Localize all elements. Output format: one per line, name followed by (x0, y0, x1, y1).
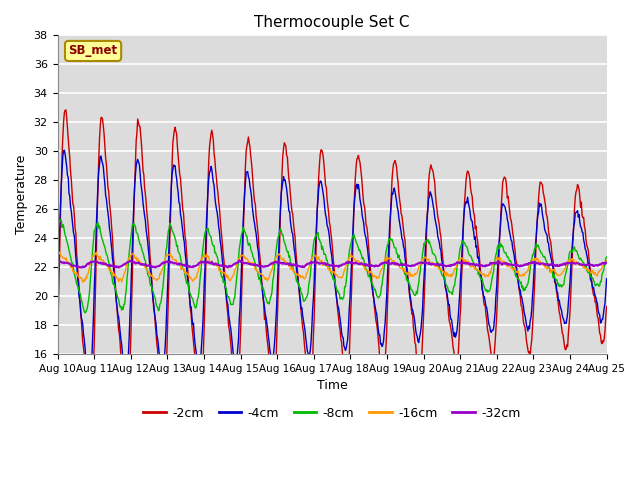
-16cm (401, 266, 408, 272)
-2cm (62, 107, 70, 113)
-4cm (207, 168, 214, 174)
-16cm (79, 279, 86, 285)
-2cm (54, 339, 61, 345)
-2cm (417, 364, 424, 370)
-32cm (177, 261, 184, 266)
-16cm (63, 260, 71, 266)
Line: -8cm: -8cm (58, 220, 607, 313)
-4cm (85, 376, 93, 382)
Title: Thermocouple Set C: Thermocouple Set C (254, 15, 410, 30)
-2cm (65, 135, 72, 141)
-2cm (207, 137, 214, 143)
Y-axis label: Temperature: Temperature (15, 155, 28, 234)
-32cm (401, 261, 408, 267)
-32cm (205, 261, 213, 266)
-32cm (417, 260, 424, 265)
-16cm (417, 262, 424, 267)
-32cm (63, 260, 71, 266)
-8cm (122, 292, 129, 298)
-4cm (61, 147, 68, 153)
-4cm (122, 373, 129, 379)
-8cm (207, 233, 214, 239)
Line: -32cm: -32cm (58, 260, 607, 267)
-16cm (93, 249, 100, 255)
-4cm (177, 215, 185, 221)
-2cm (401, 233, 408, 239)
Legend: -2cm, -4cm, -8cm, -16cm, -32cm: -2cm, -4cm, -8cm, -16cm, -32cm (138, 402, 525, 425)
-2cm (86, 420, 93, 425)
X-axis label: Time: Time (317, 379, 348, 392)
-2cm (177, 186, 185, 192)
-32cm (121, 262, 129, 267)
-8cm (177, 259, 185, 264)
-2cm (603, 303, 611, 309)
Line: -4cm: -4cm (58, 150, 607, 379)
Line: -16cm: -16cm (58, 252, 607, 282)
-32cm (236, 257, 243, 263)
-4cm (54, 296, 61, 301)
-32cm (54, 259, 61, 264)
-16cm (177, 267, 185, 273)
-16cm (207, 260, 214, 265)
-4cm (401, 246, 408, 252)
-8cm (54, 231, 61, 237)
-4cm (417, 331, 424, 337)
-32cm (603, 260, 611, 265)
-8cm (401, 269, 408, 275)
Line: -2cm: -2cm (58, 110, 607, 422)
-32cm (115, 264, 122, 270)
-16cm (54, 252, 61, 258)
-4cm (65, 174, 72, 180)
-8cm (57, 217, 65, 223)
-8cm (65, 244, 72, 250)
-16cm (603, 258, 611, 264)
-8cm (81, 310, 89, 316)
-4cm (603, 276, 611, 282)
-8cm (603, 254, 611, 260)
-2cm (122, 404, 129, 409)
-16cm (122, 267, 129, 273)
-8cm (417, 269, 424, 275)
Text: SB_met: SB_met (68, 45, 118, 58)
